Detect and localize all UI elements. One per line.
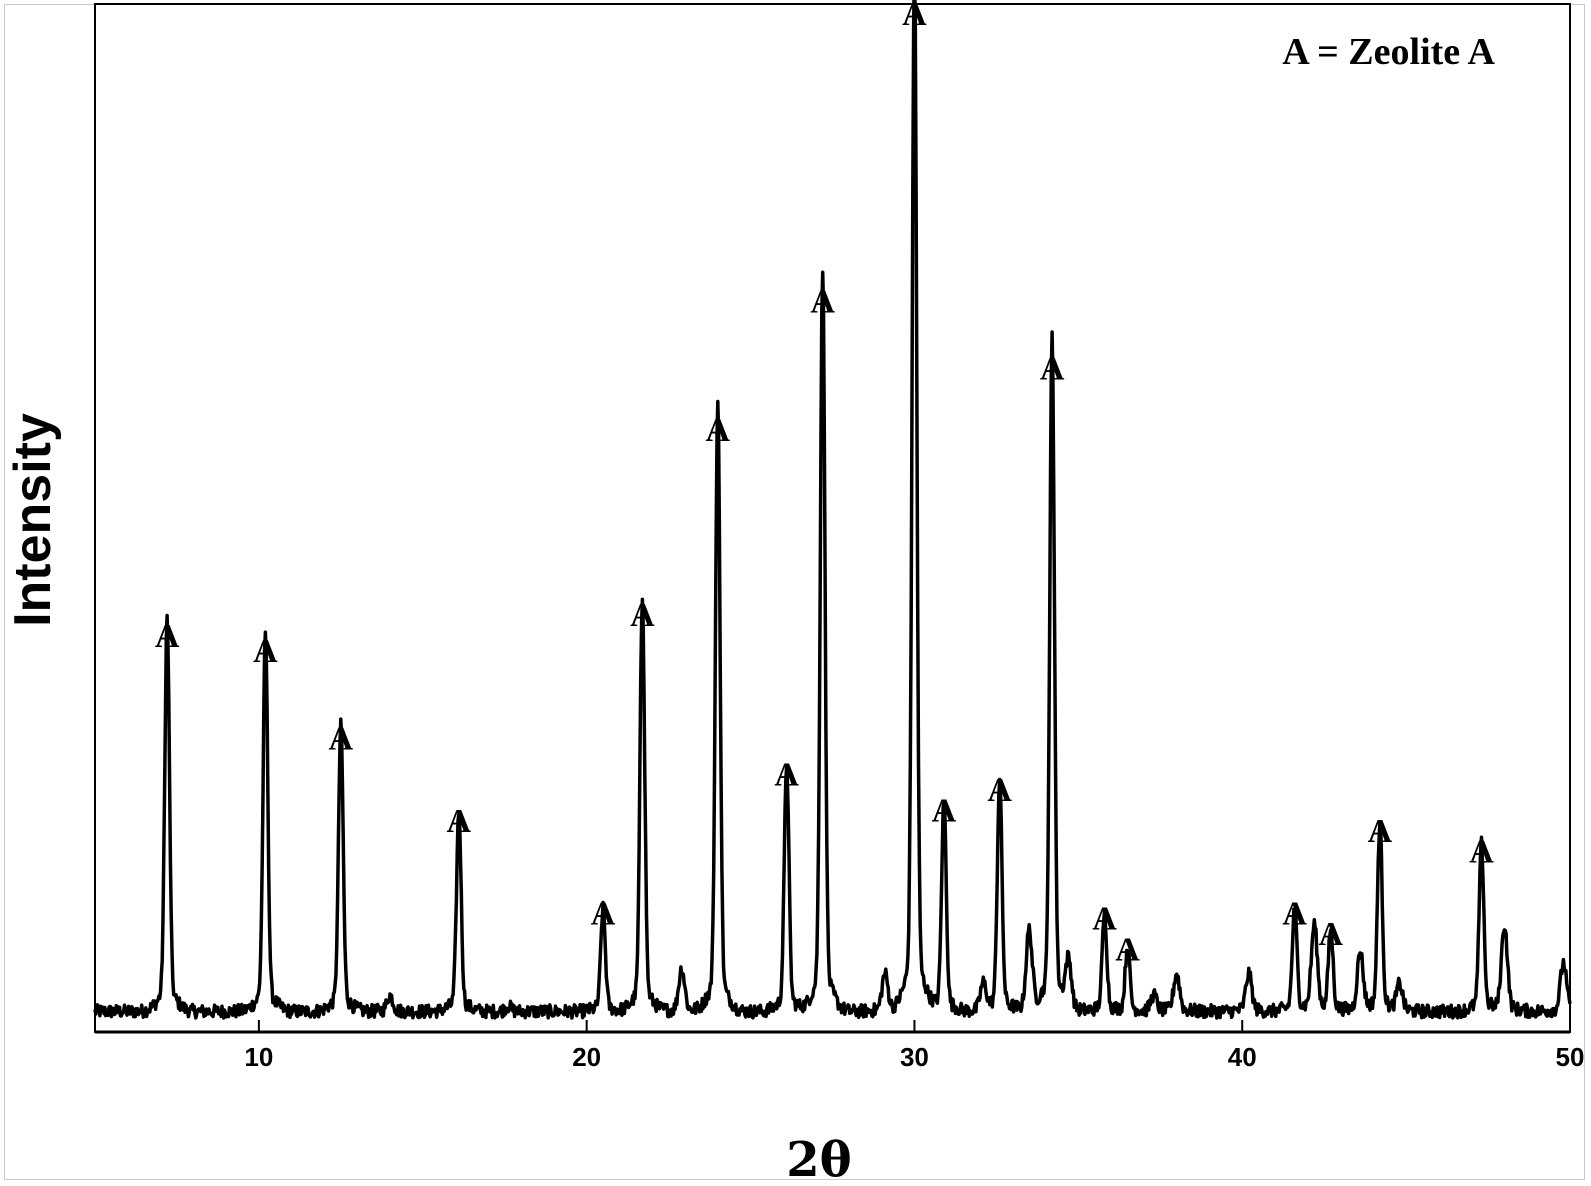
peak-label: A: [932, 793, 957, 830]
peak-label: A: [810, 284, 835, 321]
peak-label: A: [329, 721, 354, 758]
x-tick-label: 50: [1556, 1042, 1585, 1072]
peak-label: A: [1318, 916, 1343, 953]
peak-label: A: [1469, 834, 1494, 871]
x-tick-label: 20: [572, 1042, 601, 1072]
peak-label: A: [1368, 813, 1393, 850]
plot-area: [93, 0, 1572, 1034]
peak-label: A: [253, 633, 278, 670]
peak-label: A: [447, 803, 472, 840]
peak-label: A: [902, 0, 927, 33]
x-tick-label: 30: [900, 1042, 929, 1072]
peak-label: A: [630, 597, 655, 634]
peak-label: A: [987, 772, 1012, 809]
x-tick-label: 40: [1228, 1042, 1257, 1072]
legend-text: A = Zeolite A: [1282, 31, 1495, 73]
peak-label: A: [1092, 900, 1117, 937]
peak-label: A: [1282, 895, 1307, 932]
x-axis-title: 2θ: [786, 1132, 851, 1186]
xrd-pattern-line: [93, 0, 1572, 1020]
peak-label: A: [591, 895, 616, 932]
axes-box: [94, 3, 1571, 1033]
peak-label: A: [1040, 351, 1065, 388]
peak-label: A: [155, 618, 180, 655]
y-axis-title: Intensity: [4, 413, 62, 627]
x-tick-label: 10: [244, 1042, 273, 1072]
peak-label: A: [705, 412, 730, 449]
x-axis-ticks: 10 20 30 40 50: [244, 1020, 1584, 1072]
peak-label: A: [774, 757, 799, 794]
peak-label: A: [1115, 931, 1140, 968]
